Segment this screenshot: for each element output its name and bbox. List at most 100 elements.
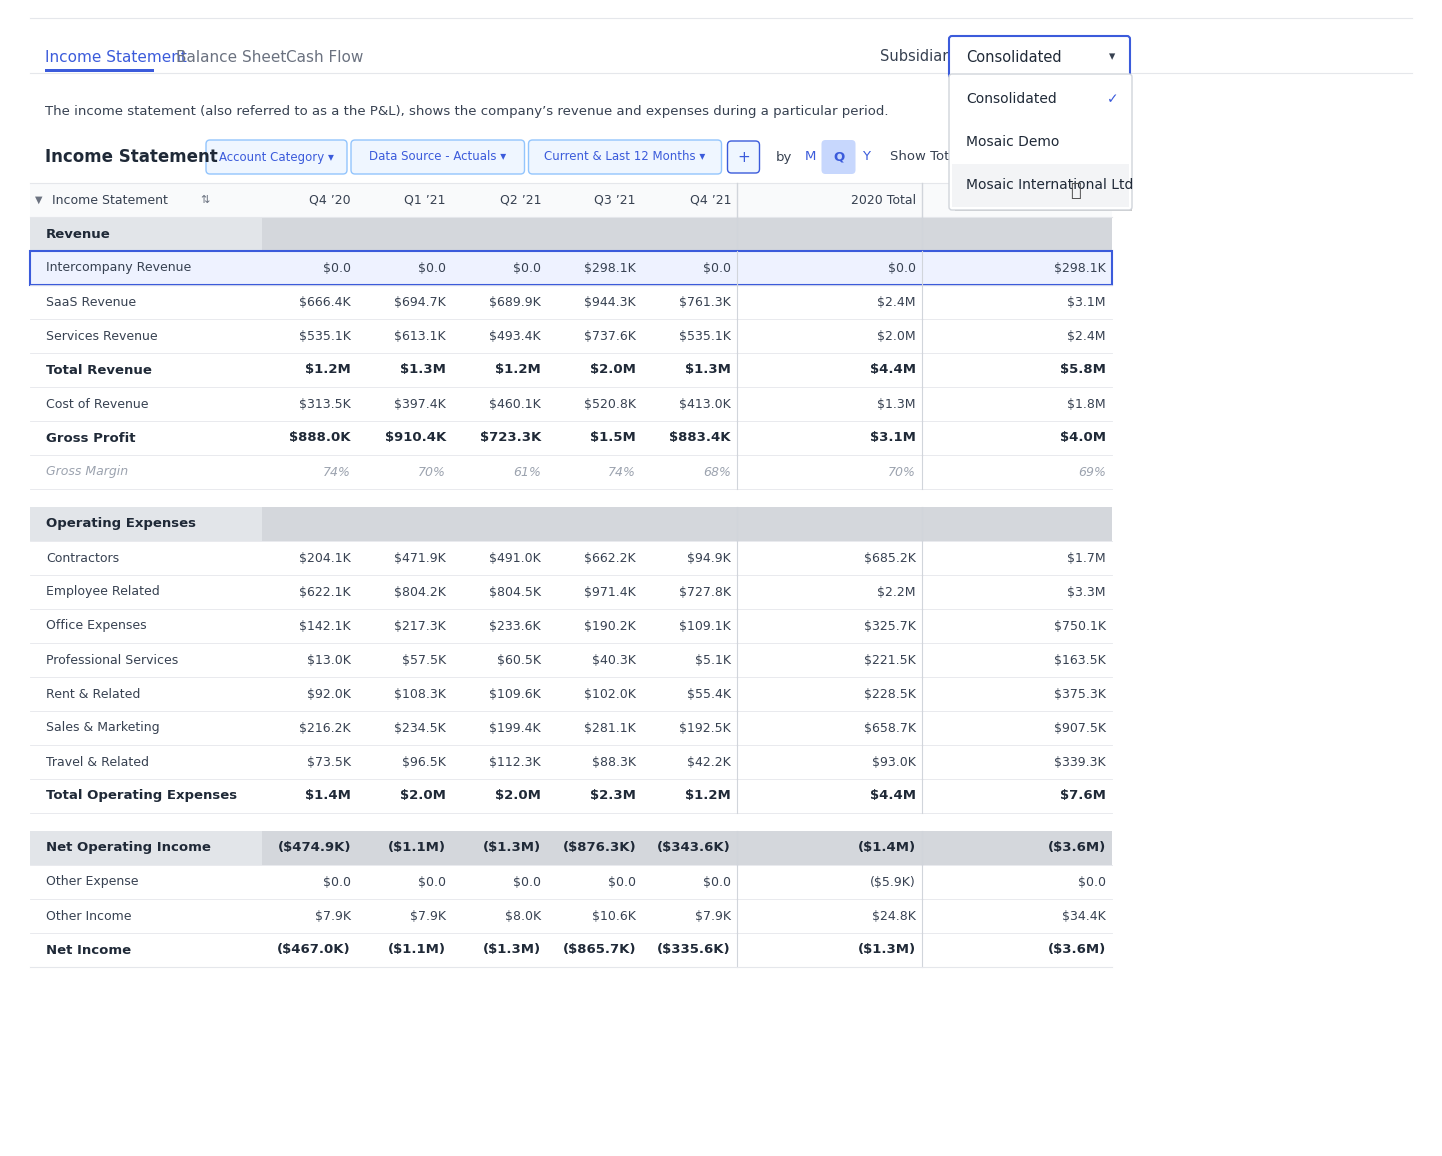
Text: $723.3K: $723.3K bbox=[480, 431, 541, 445]
Text: Data Source - Actuals ▾: Data Source - Actuals ▾ bbox=[369, 150, 506, 163]
Text: $7.9K: $7.9K bbox=[410, 910, 446, 922]
Text: $883.4K: $883.4K bbox=[669, 431, 731, 445]
Text: $313.5K: $313.5K bbox=[300, 398, 350, 410]
Text: $221.5K: $221.5K bbox=[864, 653, 916, 667]
Text: Other Income: Other Income bbox=[46, 910, 131, 922]
Text: $910.4K: $910.4K bbox=[385, 431, 446, 445]
Text: ✓: ✓ bbox=[1107, 91, 1119, 105]
Text: Cost of Revenue: Cost of Revenue bbox=[46, 398, 149, 410]
Text: $190.2K: $190.2K bbox=[584, 620, 636, 632]
Text: $2.2M: $2.2M bbox=[878, 585, 916, 599]
Text: $1.2M: $1.2M bbox=[306, 363, 350, 377]
Text: Contractors: Contractors bbox=[46, 551, 120, 564]
Text: $2.4M: $2.4M bbox=[878, 296, 916, 309]
Bar bbox=[952, 164, 1129, 207]
Text: $1.2M: $1.2M bbox=[685, 790, 731, 802]
Text: $535.1K: $535.1K bbox=[679, 329, 731, 342]
Text: Q3 ’21: Q3 ’21 bbox=[594, 193, 636, 207]
Text: $217.3K: $217.3K bbox=[394, 620, 446, 632]
Bar bbox=[358, 831, 451, 865]
Text: Consolidated: Consolidated bbox=[966, 91, 1057, 105]
Bar bbox=[30, 507, 1112, 541]
Text: Show Totals ▾: Show Totals ▾ bbox=[890, 150, 979, 163]
Text: 70%: 70% bbox=[888, 466, 916, 479]
Text: $298.1K: $298.1K bbox=[584, 261, 636, 274]
Text: $5.1K: $5.1K bbox=[695, 653, 731, 667]
Text: $108.3K: $108.3K bbox=[394, 688, 446, 701]
Text: Mosaic International Ltd: Mosaic International Ltd bbox=[966, 178, 1133, 192]
Bar bbox=[451, 217, 547, 251]
Text: ▼: ▼ bbox=[35, 195, 42, 205]
Text: 74%: 74% bbox=[323, 466, 350, 479]
Text: $4.0M: $4.0M bbox=[1060, 431, 1106, 445]
Bar bbox=[642, 217, 737, 251]
Text: $7.9K: $7.9K bbox=[314, 910, 350, 922]
Text: ($1.3M): ($1.3M) bbox=[858, 943, 916, 956]
Text: Net Operating Income: Net Operating Income bbox=[46, 842, 211, 854]
Text: $0.0: $0.0 bbox=[704, 875, 731, 889]
FancyBboxPatch shape bbox=[529, 140, 721, 175]
Text: $1.2M: $1.2M bbox=[495, 363, 541, 377]
Text: $4.4M: $4.4M bbox=[870, 790, 916, 802]
Text: $397.4K: $397.4K bbox=[394, 398, 446, 410]
Bar bbox=[921, 217, 1112, 251]
Text: Income Statement: Income Statement bbox=[52, 193, 167, 207]
Text: $0.0: $0.0 bbox=[609, 875, 636, 889]
Text: $109.1K: $109.1K bbox=[679, 620, 731, 632]
Text: $1.3M: $1.3M bbox=[878, 398, 916, 410]
Text: Consolidated: Consolidated bbox=[966, 50, 1061, 65]
Bar bbox=[737, 217, 921, 251]
Text: ($5.9K): ($5.9K) bbox=[871, 875, 916, 889]
Text: $281.1K: $281.1K bbox=[584, 721, 636, 734]
Text: $88.3K: $88.3K bbox=[593, 756, 636, 769]
Text: 70%: 70% bbox=[418, 466, 446, 479]
Text: $96.5K: $96.5K bbox=[402, 756, 446, 769]
Text: $2.0M: $2.0M bbox=[495, 790, 541, 802]
Text: $339.3K: $339.3K bbox=[1054, 756, 1106, 769]
Text: Sales & Marketing: Sales & Marketing bbox=[46, 721, 160, 734]
Bar bbox=[262, 831, 358, 865]
Text: Gross Margin: Gross Margin bbox=[46, 466, 128, 479]
Bar bbox=[45, 69, 154, 72]
Text: $750.1K: $750.1K bbox=[1054, 620, 1106, 632]
Text: $804.2K: $804.2K bbox=[394, 585, 446, 599]
Text: +: + bbox=[737, 149, 750, 164]
Text: Q1 ’21: Q1 ’21 bbox=[405, 193, 446, 207]
Text: $1.4M: $1.4M bbox=[306, 790, 350, 802]
Text: $298.1K: $298.1K bbox=[1054, 261, 1106, 274]
Text: $94.9K: $94.9K bbox=[688, 551, 731, 564]
FancyBboxPatch shape bbox=[350, 140, 525, 175]
Text: Y: Y bbox=[862, 150, 871, 163]
Text: Q: Q bbox=[833, 150, 844, 163]
Text: $10.6K: $10.6K bbox=[593, 910, 636, 922]
Text: $971.4K: $971.4K bbox=[584, 585, 636, 599]
Text: ($3.6M): ($3.6M) bbox=[1048, 943, 1106, 956]
Text: $471.9K: $471.9K bbox=[394, 551, 446, 564]
Text: $1.3M: $1.3M bbox=[685, 363, 731, 377]
Text: $0.0: $0.0 bbox=[888, 261, 916, 274]
Text: $662.2K: $662.2K bbox=[584, 551, 636, 564]
Text: Total Operating Expenses: Total Operating Expenses bbox=[46, 790, 236, 802]
Text: $228.5K: $228.5K bbox=[864, 688, 916, 701]
Text: $0.0: $0.0 bbox=[418, 261, 446, 274]
Text: $34.4K: $34.4K bbox=[1063, 910, 1106, 922]
Text: $3.1M: $3.1M bbox=[1067, 296, 1106, 309]
Text: $460.1K: $460.1K bbox=[489, 398, 541, 410]
Text: Travel & Related: Travel & Related bbox=[46, 756, 149, 769]
Text: Balance Sheet: Balance Sheet bbox=[176, 50, 286, 65]
Text: Intercompany Revenue: Intercompany Revenue bbox=[46, 261, 192, 274]
Text: Subsidiary: Subsidiary bbox=[880, 50, 957, 65]
Text: $0.0: $0.0 bbox=[704, 261, 731, 274]
Text: $325.7K: $325.7K bbox=[864, 620, 916, 632]
Text: $689.9K: $689.9K bbox=[489, 296, 541, 309]
Text: ($1.3M): ($1.3M) bbox=[483, 943, 541, 956]
Text: ($1.1M): ($1.1M) bbox=[388, 943, 446, 956]
Text: $204.1K: $204.1K bbox=[300, 551, 350, 564]
Text: $42.2K: $42.2K bbox=[688, 756, 731, 769]
Text: $233.6K: $233.6K bbox=[489, 620, 541, 632]
Text: ($474.9K): ($474.9K) bbox=[277, 842, 350, 854]
Text: ($1.3M): ($1.3M) bbox=[483, 842, 541, 854]
Text: Income Statement: Income Statement bbox=[45, 50, 187, 65]
Text: $142.1K: $142.1K bbox=[300, 620, 350, 632]
Text: $888.0K: $888.0K bbox=[290, 431, 350, 445]
